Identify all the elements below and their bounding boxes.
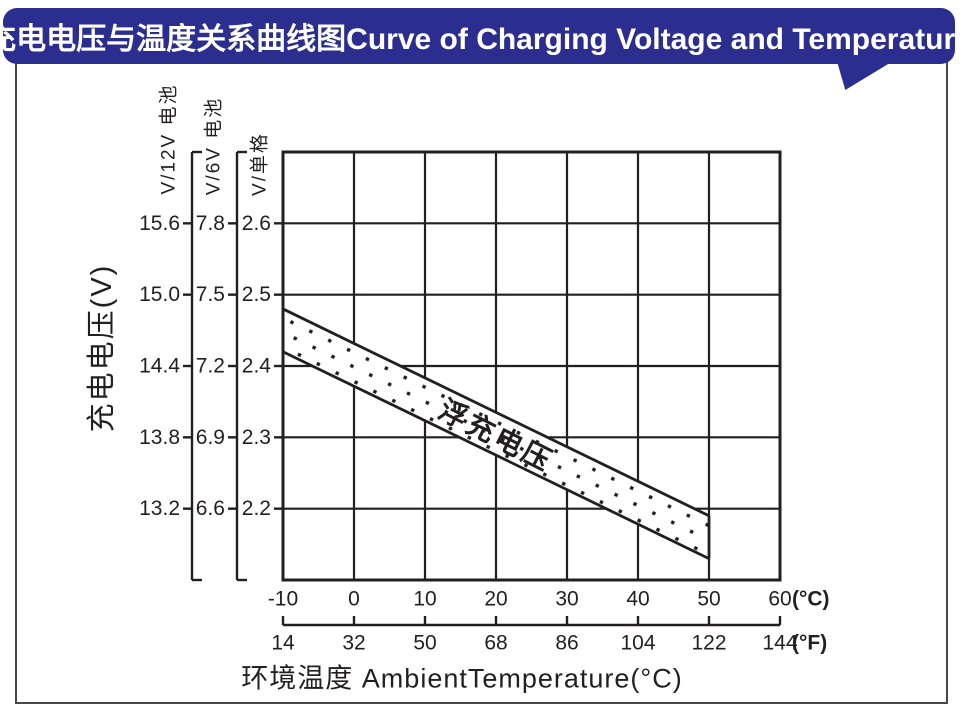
x-axis-title: 环境温度 AmbientTemperature(°C) <box>241 663 683 694</box>
x-tick-label-fahrenheit: 32 <box>342 632 365 655</box>
y-tick-label: 14.4 <box>139 355 180 378</box>
x-tick-label-fahrenheit: 122 <box>691 632 726 655</box>
y-tick-label: 7.2 <box>196 355 225 378</box>
y-axis-title: 充电电压(V) <box>86 263 118 433</box>
x-tick-label-fahrenheit: 86 <box>555 632 578 655</box>
x-tick-label-fahrenheit: 14 <box>271 632 295 655</box>
celsius-unit-label: (°C) <box>792 588 830 611</box>
y-tick-label: 13.2 <box>139 497 180 520</box>
x-tick-label-celsius: 50 <box>697 588 720 611</box>
y-tick-label: 2.4 <box>242 355 272 378</box>
x-tick-label-celsius: 30 <box>555 588 578 611</box>
page-title: 充电电压与温度关系曲线图Curve of Charging Voltage an… <box>0 23 964 56</box>
x-tick-label-celsius: 40 <box>626 588 649 611</box>
fahrenheit-unit-label: (°F) <box>792 632 827 655</box>
y-tick-label: 2.2 <box>242 497 271 520</box>
y-tick-label: 13.8 <box>139 426 180 449</box>
y-tick-label: 7.5 <box>196 283 225 306</box>
y-tick-label: 6.9 <box>196 426 225 449</box>
title-banner: 充电电压与温度关系曲线图Curve of Charging Voltage an… <box>0 8 964 64</box>
y-tick-label: 2.6 <box>242 212 271 235</box>
y-tick-label: 7.8 <box>196 212 225 235</box>
celsius-axis: -10 0 10 20 30 40 50 60 (°C) <box>268 588 830 611</box>
x-tick-label-celsius: 0 <box>348 588 360 611</box>
x-tick-label-fahrenheit: 104 <box>620 632 655 655</box>
gridlines <box>283 152 780 580</box>
y-scale-title-12v: V/12V 电池 <box>158 83 180 195</box>
x-tick-label-fahrenheit: 68 <box>484 632 507 655</box>
y-scale-title-cell: V/单格 <box>249 132 271 196</box>
x-tick-label-celsius: -10 <box>268 588 298 611</box>
voltage-scales: 15.6 15.0 14.4 13.8 13.2 7.8 7.5 7.2 6.9 6.6 2.6 2.… <box>139 150 283 582</box>
x-tick-label-fahrenheit: 144 <box>762 632 797 655</box>
y-tick-label: 15.6 <box>139 212 180 235</box>
x-tick-label-fahrenheit: 50 <box>413 632 436 655</box>
float-charge-band: 浮充电压 <box>282 307 711 560</box>
fahrenheit-axis: 14 32 50 68 86 104 122 144(°F) <box>271 616 827 655</box>
x-tick-label-celsius: 20 <box>484 588 507 611</box>
y-tick-label: 15.0 <box>139 283 180 306</box>
x-tick-label-celsius: 10 <box>413 588 436 611</box>
y-tick-label: 2.3 <box>242 426 271 449</box>
y-tick-label: 6.6 <box>196 497 225 520</box>
y-tick-label: 2.5 <box>242 283 271 306</box>
x-tick-label-celsius: 60 <box>768 588 791 611</box>
y-scale-title-6v: V/6V 电池 <box>203 96 225 196</box>
